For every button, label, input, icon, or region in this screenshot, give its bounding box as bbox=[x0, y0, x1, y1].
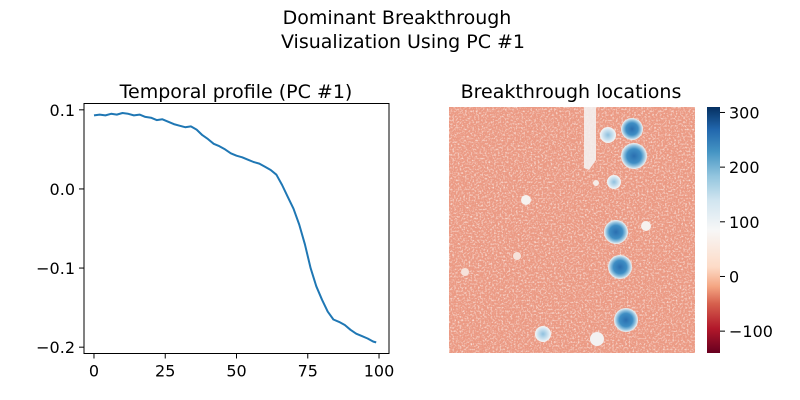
figure-suptitle-line2: Visualization Using PC #1 bbox=[281, 31, 525, 53]
x-tick-label: 0 bbox=[89, 362, 99, 381]
colorbar-tick-label: −100 bbox=[729, 322, 773, 341]
colorbar-tick-label: 300 bbox=[729, 103, 760, 122]
breakthrough-spot bbox=[621, 118, 643, 140]
line-chart: Temporal profile (PC #1) 0 25 50 75 100 0.1 0.… bbox=[36, 81, 394, 381]
y-tick-label: 0.0 bbox=[50, 180, 75, 199]
figure-suptitle-line1: Dominant Breakthrough bbox=[283, 7, 512, 29]
heatmap-title: Breakthrough locations bbox=[461, 81, 682, 103]
line-chart-title: Temporal profile (PC #1) bbox=[119, 81, 353, 103]
line-chart-frame bbox=[83, 103, 390, 354]
y-tick-label: −0.2 bbox=[36, 338, 75, 357]
x-tick-label: 100 bbox=[364, 362, 395, 381]
breakthrough-spot bbox=[535, 326, 551, 342]
x-tick-label: 50 bbox=[226, 362, 246, 381]
y-tick-label: −0.1 bbox=[36, 259, 75, 278]
y-tick-label: 0.1 bbox=[50, 101, 75, 120]
line-series-pc1 bbox=[93, 112, 377, 344]
colorbar-ticks: 300 200 100 0 −100 bbox=[720, 103, 773, 341]
colorbar-tick-label: 0 bbox=[729, 267, 739, 286]
breakthrough-spot bbox=[593, 180, 599, 186]
breakthrough-spot bbox=[614, 308, 638, 332]
breakthrough-spot bbox=[590, 332, 604, 346]
breakthrough-spot bbox=[607, 175, 621, 189]
colorbar-tick-label: 200 bbox=[729, 158, 760, 177]
x-tick-label: 25 bbox=[155, 362, 175, 381]
breakthrough-spot bbox=[621, 143, 647, 169]
heatmap-image bbox=[449, 107, 695, 353]
breakthrough-spot bbox=[604, 220, 628, 244]
line-chart-ticks: 0 25 50 75 100 0.1 0.0 −0.1 −0.2 bbox=[36, 101, 394, 381]
breakthrough-spot bbox=[461, 268, 469, 276]
breakthrough-spot bbox=[641, 221, 651, 231]
breakthrough-spot bbox=[513, 252, 521, 260]
colorbar bbox=[707, 107, 720, 353]
x-tick-label: 75 bbox=[298, 362, 318, 381]
heatmap-streak bbox=[584, 107, 596, 170]
colorbar-tick-label: 100 bbox=[729, 213, 760, 232]
breakthrough-spot bbox=[600, 127, 616, 143]
breakthrough-spot bbox=[608, 255, 632, 279]
breakthrough-spot bbox=[521, 195, 531, 205]
